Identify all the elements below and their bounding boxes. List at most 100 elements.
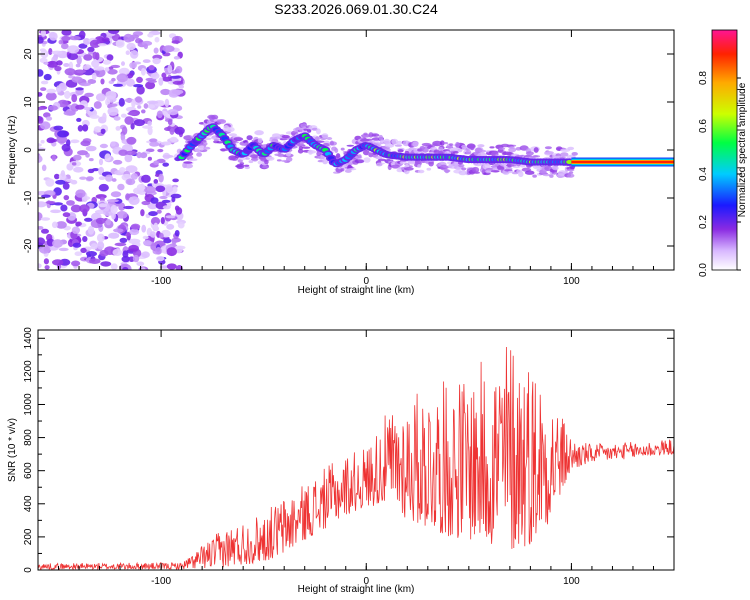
- heatmap-cell: [155, 247, 162, 255]
- heatmap-cell: [113, 83, 123, 87]
- heatmap-cell: [95, 217, 106, 225]
- heatmap-cell: [158, 77, 164, 86]
- heatmap-cell: [160, 217, 165, 225]
- heatmap-cell: [508, 147, 517, 153]
- heatmap-cell: [485, 169, 492, 174]
- heatmap-cell: [159, 195, 168, 200]
- heatmap-cell: [143, 43, 148, 50]
- heatmap-cell: [216, 119, 227, 124]
- snr-panel: -100 0 100 0 200 400 600 800 1000 1200 1400 Heigh…: [7, 327, 675, 595]
- heatmap-cell: [164, 98, 170, 108]
- heatmap-cell: [93, 101, 102, 109]
- heatmap-cell: [54, 173, 60, 180]
- heatmap-cell: [132, 254, 140, 263]
- heatmap-cell: [125, 165, 138, 173]
- heatmap-cell: [89, 39, 101, 48]
- heatmap-cell: [428, 160, 434, 167]
- spectrogram-y-ticks: -20 -10 0 10 20: [23, 48, 674, 253]
- heatmap-cell: [169, 136, 178, 143]
- heatmap-cell: [60, 170, 66, 177]
- heatmap-cell: [477, 144, 485, 148]
- heatmap-cell: [43, 258, 50, 265]
- heatmap-cell: [307, 129, 312, 133]
- heatmap-cell: [149, 141, 160, 147]
- heatmap-cell: [52, 239, 64, 248]
- heatmap-cell: [48, 105, 58, 111]
- heatmap-cell: [472, 166, 480, 173]
- heatmap-cell: [248, 160, 254, 164]
- heatmap-cell: [254, 130, 264, 136]
- snr-x-ticks: -100 0 100: [58, 330, 675, 587]
- heatmap-cell: [560, 148, 571, 152]
- heatmap-cell: [489, 146, 495, 149]
- heatmap-cell: [95, 93, 106, 102]
- heatmap-cell: [196, 152, 203, 157]
- heatmap-cell: [316, 128, 321, 135]
- heatmap-cell: [38, 36, 44, 44]
- y-tick-label: 1200: [23, 360, 34, 383]
- heatmap-cell: [246, 135, 253, 141]
- heatmap-cell: [91, 60, 100, 68]
- heatmap-cell: [171, 40, 180, 44]
- heatmap-cell: [60, 204, 68, 212]
- heatmap-cell: [340, 168, 345, 172]
- heatmap-cell: [158, 173, 164, 183]
- heatmap-cell: [507, 162, 512, 168]
- heatmap-cell: [38, 263, 42, 269]
- heatmap-cell: [76, 69, 86, 74]
- heatmap-cell: [171, 89, 184, 95]
- heatmap-cell: [137, 105, 142, 109]
- heatmap-cell: [83, 54, 93, 61]
- heatmap-cell: [117, 183, 125, 191]
- heatmap-cell: [61, 143, 71, 152]
- heatmap-cell: [124, 154, 133, 163]
- heatmap-cell: [173, 56, 180, 60]
- heatmap-cell: [71, 260, 81, 267]
- heatmap-cell: [524, 170, 535, 175]
- heatmap-cell: [143, 103, 149, 109]
- y-tick-label: 1000: [23, 393, 34, 416]
- heatmap-cell: [96, 233, 105, 243]
- heatmap-cell: [417, 169, 425, 174]
- heatmap-cell: [38, 107, 44, 111]
- heatmap-cell: [131, 99, 136, 108]
- heatmap-cell: [455, 141, 460, 148]
- heatmap-cell: [41, 164, 47, 172]
- heatmap-cell: [46, 88, 57, 94]
- heatmap-cell: [74, 251, 82, 256]
- heatmap-cell: [128, 196, 140, 206]
- heatmap-cell: [102, 59, 111, 65]
- heatmap-cell: [110, 204, 118, 214]
- heatmap-cell: [566, 160, 573, 164]
- heatmap-cell: [132, 84, 144, 88]
- heatmap-cell: [147, 156, 152, 161]
- heatmap-cell: [108, 232, 120, 239]
- heatmap-cell: [76, 55, 82, 65]
- heatmap-cell: [87, 225, 95, 235]
- heatmap-cell: [45, 92, 57, 101]
- heatmap-cell: [122, 250, 129, 258]
- colorbar-label: Normalized spectral amplitude: [737, 82, 748, 217]
- heatmap-cell: [162, 45, 175, 53]
- heatmap-cell: [142, 125, 153, 129]
- heatmap-cell: [362, 149, 370, 156]
- heatmap-cell: [360, 134, 371, 138]
- heatmap-cell: [567, 173, 575, 178]
- heatmap-cell: [113, 228, 124, 233]
- heatmap-cell: [266, 156, 275, 161]
- heatmap-cell: [100, 128, 106, 134]
- heatmap-cell: [126, 42, 136, 51]
- heatmap-cell: [301, 146, 311, 149]
- snr-y-ticks: 0 200 400 600 800 1000 1200 1400: [23, 327, 674, 573]
- heatmap-cell: [58, 39, 64, 45]
- heatmap-cell: [213, 138, 221, 141]
- heatmap-cell: [245, 157, 250, 160]
- heatmap-cell: [114, 242, 127, 247]
- heatmap-cell: [86, 251, 97, 257]
- heatmap-cell: [82, 124, 89, 132]
- heatmap-cell: [66, 178, 73, 183]
- heatmap-cell: [184, 163, 193, 169]
- heatmap-cell: [281, 134, 290, 139]
